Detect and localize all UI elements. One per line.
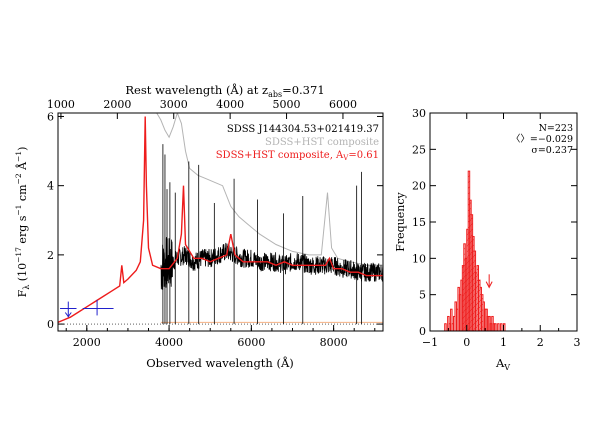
observed-series-line [160, 237, 383, 290]
y-tick-label: 2 [47, 249, 54, 262]
spectrum-y-ticks: 0 2 4 6 [47, 110, 383, 331]
av-arrow-head [485, 281, 493, 289]
hist-y-tick-label: 15 [412, 216, 426, 229]
x-tick-label: 4000 [155, 336, 183, 349]
hist-y-tick-label: 0 [419, 325, 426, 338]
top-tick-label: 2000 [103, 98, 131, 111]
spectrum-top-ticks: 1000 2000 3000 4000 5000 6000 [47, 98, 357, 119]
reddened-series-line [58, 116, 383, 323]
y-tick-label: 0 [47, 318, 54, 331]
y-tick-label: 4 [47, 180, 54, 193]
legend-reddened: SDSS+HST composite, AV=0.61 [216, 150, 379, 162]
spectrum-frame [57, 112, 384, 332]
bottom-axis-label: Observed wavelength (Å) [146, 356, 294, 370]
top-tick-label: 6000 [329, 98, 357, 111]
top-tick-label: 5000 [273, 98, 301, 111]
legend-composite: SDSS+HST composite [265, 137, 379, 148]
x-tick-label: 6000 [237, 336, 265, 349]
histogram-bar [444, 323, 447, 331]
stat-n: N=223 [539, 123, 573, 134]
x-tick-label: 8000 [320, 336, 348, 349]
histogram-x-label: AV [495, 356, 510, 372]
histogram-bars [444, 170, 506, 331]
histogram-y-ticks: 0 5 10 15 20 25 30 [412, 107, 577, 338]
hist-x-tick-label: 1 [500, 336, 507, 349]
spectrum-plot-area [58, 113, 383, 325]
hist-y-tick-label: 25 [412, 143, 426, 156]
histogram-bar [497, 323, 500, 331]
histogram-x-ticks: −1 0 1 2 3 [422, 113, 581, 349]
stat-mean: 〈〉=−0.029 [511, 134, 573, 145]
legend-observed: SDSS J144304.53+021419.37 [227, 124, 379, 135]
histogram-stats: N=223 〈〉=−0.029 σ=0.237 [511, 123, 573, 156]
spectrum-legend: SDSS J144304.53+021419.37 SDSS+HST compo… [216, 124, 379, 162]
x-tick-label: 2000 [73, 336, 101, 349]
av-arrow-marker [485, 274, 493, 289]
histogram-bar [494, 323, 497, 331]
hist-x-tick-label: 3 [574, 336, 581, 349]
hist-y-tick-label: 10 [412, 252, 426, 265]
top-tick-label: 1000 [47, 98, 75, 111]
stat-sigma: σ=0.237 [531, 145, 573, 156]
histogram-y-label: Frequency [394, 191, 407, 251]
hist-y-tick-label: 30 [412, 107, 426, 120]
hst-points [60, 299, 114, 318]
composite-series-line [156, 113, 383, 266]
hist-y-tick-label: 5 [419, 289, 426, 302]
hist-x-tick-label: 0 [463, 336, 470, 349]
top-tick-label: 3000 [160, 98, 188, 111]
hist-y-tick-label: 20 [412, 180, 426, 193]
spectrum-bottom-ticks: 2000 4000 6000 8000 [65, 325, 376, 349]
y-tick-label: 6 [47, 110, 54, 123]
hist-x-tick-label: 2 [537, 336, 544, 349]
hst-upper-limit [64, 312, 72, 318]
histogram-bar [500, 323, 503, 331]
hist-x-tick-label: −1 [422, 336, 438, 349]
y-axis-label: Fλ (10−17 erg s−1 cm−2 Å−1) [14, 147, 31, 298]
top-tick-label: 4000 [216, 98, 244, 111]
spectrum-panel: 2000 4000 6000 8000 1000 2000 3000 4000 5000 600… [14, 83, 384, 370]
histogram-bar [450, 308, 453, 331]
top-axis-label: Rest wavelength (Å) at zabs=0.371 [125, 83, 324, 99]
histogram-plot-area [444, 170, 506, 331]
